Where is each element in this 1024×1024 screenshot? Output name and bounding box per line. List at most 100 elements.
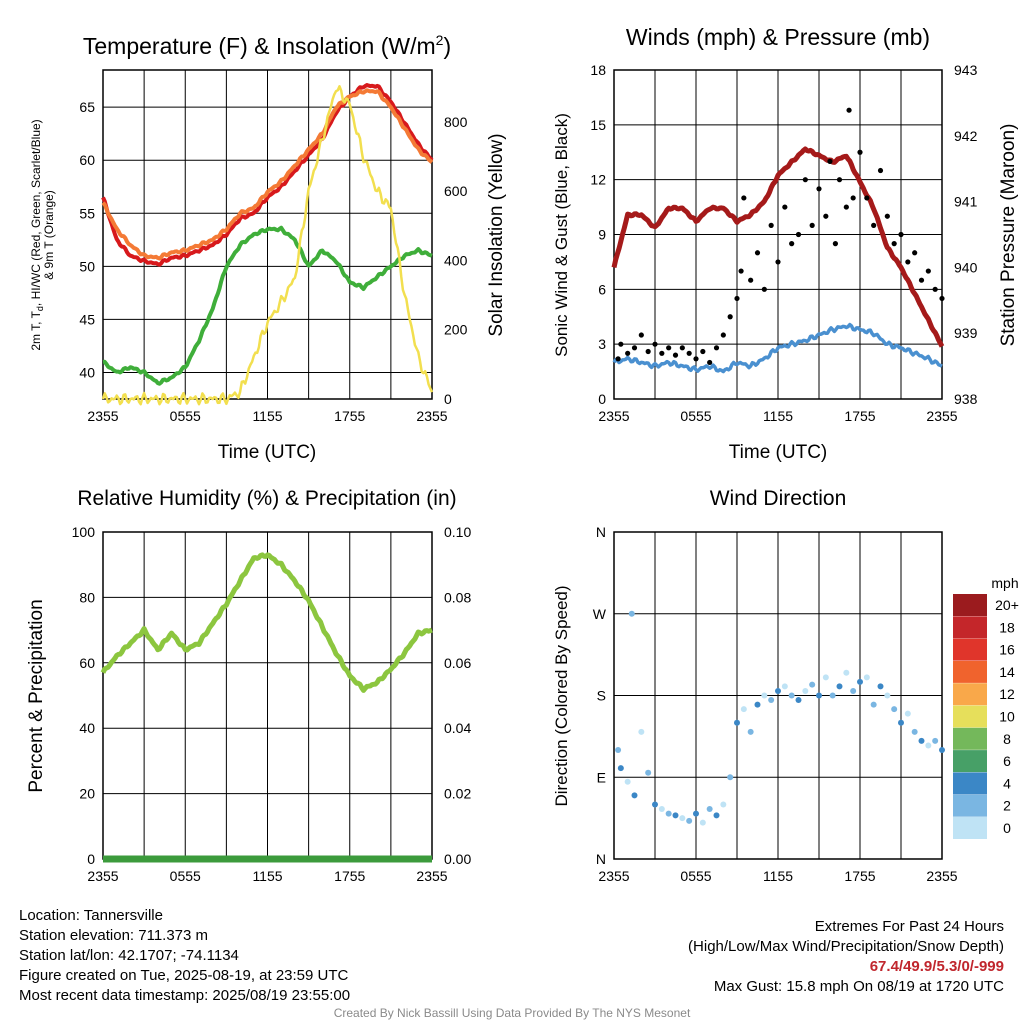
y-right-tick-label: 0.08 <box>444 589 471 605</box>
gust-point <box>912 250 918 256</box>
temperature-xlabel: Time (UTC) <box>218 442 317 463</box>
direction-point <box>891 706 898 713</box>
direction-point <box>884 692 891 699</box>
y-left-tick-label: 100 <box>72 524 96 540</box>
extremes-title: Extremes For Past 24 Hours <box>814 918 1004 935</box>
y-right-tick-label: 0.02 <box>444 786 471 802</box>
temperature-left-ylabel-line2: & 9m T (Orange) <box>42 190 56 280</box>
gust-point <box>775 259 781 265</box>
gust-point <box>884 213 890 219</box>
direction-point <box>898 719 904 726</box>
gust-point <box>782 204 788 210</box>
x-tick-label: 2355 <box>598 868 629 884</box>
gust-point <box>686 350 692 356</box>
speed-legend: mph 20+ 18 16 14 12 10 8 6 4 2 0 <box>953 575 1019 839</box>
gust-point <box>768 222 774 228</box>
direction-point <box>665 810 672 817</box>
direction-point <box>713 812 720 819</box>
location-text: Location: Tannersville <box>19 907 163 924</box>
x-tick-label: 1155 <box>252 408 282 424</box>
legend-swatch <box>953 683 987 706</box>
temperature-right-ylabel: Solar Insolation (Yellow) <box>486 133 507 336</box>
gust-point <box>645 348 651 355</box>
x-tick-label: 1755 <box>844 868 875 884</box>
gust-point <box>679 345 685 351</box>
direction-point <box>795 697 802 704</box>
gust-point <box>666 345 672 351</box>
legend-label: 20+ <box>995 597 1019 613</box>
gust-point <box>748 277 754 283</box>
gust-point <box>652 341 658 347</box>
direction-point <box>918 737 925 744</box>
gust-point <box>802 177 808 183</box>
y-right-tick-label: 943 <box>954 62 978 78</box>
max-gust-text: Max Gust: 15.8 mph On 08/19 at 1720 UTC <box>713 978 1004 995</box>
x-tick-label: 1755 <box>334 868 365 884</box>
direction-point <box>816 692 822 699</box>
x-tick-label: 0555 <box>680 868 711 884</box>
direction-point <box>679 815 686 822</box>
direction-point <box>706 806 713 813</box>
gust-point <box>857 149 863 155</box>
y-left-tick-label: 20 <box>79 786 95 802</box>
direction-point <box>911 728 918 735</box>
x-tick-label: 2355 <box>87 868 118 884</box>
direction-point <box>645 769 652 776</box>
gust-point <box>918 277 925 283</box>
y-left-tick-label: 18 <box>590 62 606 78</box>
direction-point <box>761 692 768 699</box>
direction-panel: Wind Direction Direction (Colored By Spe… <box>552 487 1019 884</box>
gust-point <box>809 222 815 228</box>
direction-point <box>863 674 870 681</box>
y-right-tick-label: 600 <box>444 183 468 199</box>
humidity-left-ylabel: Percent & Precipitation <box>26 599 47 792</box>
extremes-box: Extremes For Past 24 Hours (High/Low/Max… <box>688 917 1004 997</box>
gust-point <box>707 359 713 366</box>
gust-point <box>754 250 761 256</box>
direction-point <box>925 742 932 749</box>
gust-point <box>864 195 870 201</box>
direction-point <box>638 728 645 735</box>
legend-title: mph <box>991 575 1018 591</box>
x-tick-label: 2355 <box>926 868 957 884</box>
direction-point <box>768 697 775 704</box>
y-left-tick-label: 45 <box>79 311 95 327</box>
y-right-tick-label: 0.00 <box>444 851 471 867</box>
y-left-tick-label: 80 <box>79 589 95 605</box>
y-right-tick-label: 800 <box>444 114 468 130</box>
x-tick-label: 0555 <box>170 408 201 424</box>
direction-point <box>652 801 658 808</box>
y-left-tick-label: 40 <box>79 720 95 736</box>
gust-point <box>734 295 740 302</box>
y-right-tick-label: 942 <box>954 128 978 144</box>
latlon-text: Station lat/lon: 42.1707; -74.1134 <box>19 947 239 964</box>
y-left-tick-label: 6 <box>598 281 606 297</box>
insolation-line <box>101 85 434 406</box>
y-left-tick-label: 9 <box>598 227 606 243</box>
gust-point <box>832 241 839 247</box>
y-left-tick-label: 60 <box>79 152 95 168</box>
gust-point <box>850 195 856 201</box>
y-right-tick-label: 941 <box>954 194 978 210</box>
plot-frame <box>613 69 943 400</box>
direction-point <box>802 687 809 694</box>
y-left-tick-label: 0 <box>87 851 95 867</box>
gust-point <box>700 348 706 355</box>
y-left-tick-label: N <box>596 851 606 867</box>
created-text: Figure created on Tue, 2025-08-19, at 23… <box>19 967 349 984</box>
winds-title: Winds (mph) & Pressure (mb) <box>626 24 930 50</box>
y-left-tick-label: 15 <box>590 117 606 133</box>
legend-label: 6 <box>1003 753 1011 769</box>
y-left-tick-label: 3 <box>598 336 606 352</box>
y-left-tick-label: S <box>597 688 606 704</box>
direction-point <box>658 806 665 813</box>
pressure-line <box>611 146 945 348</box>
y-left-tick-label: 50 <box>79 258 95 274</box>
y-right-tick-label: 0.04 <box>444 720 471 736</box>
legend-swatch <box>953 727 987 750</box>
temperature-line <box>101 83 434 267</box>
gust-point <box>741 195 747 201</box>
direction-left-ylabel: Direction (Colored By Speed) <box>552 585 571 806</box>
legend-label: 8 <box>1003 731 1011 747</box>
legend-swatch <box>953 750 987 773</box>
